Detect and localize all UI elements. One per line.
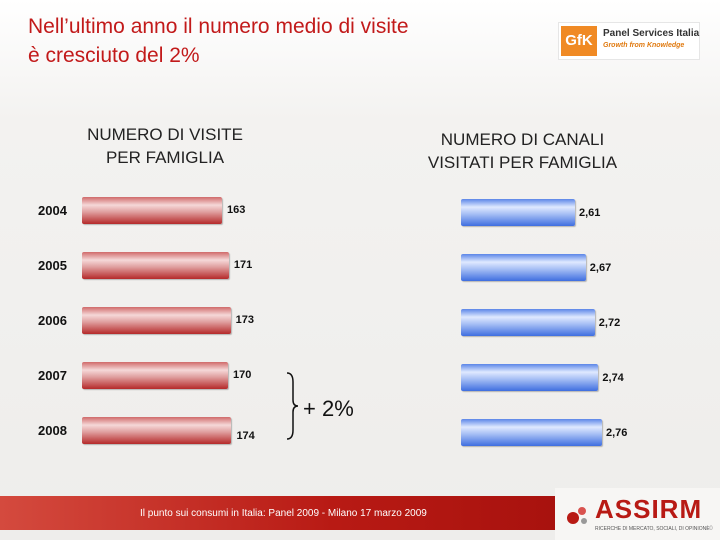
- page-number: 10: [706, 526, 713, 532]
- slide-title-line1: Nell’ultimo anno il numero medio di visi…: [28, 15, 409, 38]
- visits-chart-title: NUMERO DI VISITE PER FAMIGLIA: [50, 123, 280, 169]
- channels-bar-2007: [461, 364, 599, 391]
- assirm-mark-icon: [567, 507, 587, 524]
- channels-value-2006: 2,72: [598, 317, 621, 329]
- slide-title: Nell’ultimo anno il numero medio di visi…: [28, 12, 548, 70]
- visits-value-2004: 163: [227, 204, 246, 216]
- year-label-2008: 2008: [38, 423, 67, 438]
- channels-title-line2: VISITATI PER FAMIGLIA: [427, 153, 618, 172]
- channels-value-2005: 2,67: [589, 262, 612, 274]
- visits-bar-2007: [82, 362, 228, 389]
- visits-title-line1: NUMERO DI VISITE: [87, 125, 243, 144]
- visits-value-2005: 171: [233, 259, 253, 271]
- visits-bar-2005: [82, 252, 229, 279]
- channels-value-2007: 2,74: [602, 372, 624, 384]
- visits-value-2006: 173: [235, 314, 254, 326]
- channels-value-2008: 2,76: [606, 427, 628, 439]
- channels-value-2004: 2,61: [579, 207, 601, 219]
- year-label-2007: 2007: [38, 368, 67, 383]
- visits-title-line2: PER FAMIGLIA: [105, 148, 225, 167]
- channels-chart-title: NUMERO DI CANALI VISITATI PER FAMIGLIA: [395, 128, 650, 174]
- visits-bar-2008: [82, 417, 232, 444]
- assirm-wordmark: ASSIRM: [595, 494, 703, 524]
- gfk-logo-tagline: Growth from Knowledge: [603, 42, 685, 49]
- assirm-logo: ASSIRM RICERCHE DI MERCATO, SOCIALI, DI …: [555, 488, 720, 540]
- year-label-2004: 2004: [38, 203, 67, 218]
- bracket-icon: [286, 372, 298, 440]
- gfk-logo-mark: GfK: [561, 26, 597, 56]
- gfk-logo-name: Panel Services Italia: [603, 28, 700, 39]
- visits-value-2007: 170: [233, 369, 252, 381]
- channels-title-line1: NUMERO DI CANALI: [440, 130, 605, 149]
- visits-bar-2006: [82, 307, 231, 334]
- growth-annotation: + 2%: [303, 396, 354, 421]
- visits-bar-2004: [82, 197, 222, 224]
- channels-bar-2005: [461, 254, 586, 281]
- year-label-2005: 2005: [38, 258, 67, 273]
- visits-value-2008: 174: [236, 430, 255, 442]
- footer-text: Il punto sui consumi in Italia: Panel 20…: [140, 508, 427, 519]
- assirm-subtitle: RICERCHE DI MERCATO, SOCIALI, DI OPINION…: [595, 526, 710, 532]
- slide-title-line2: è cresciuto del 2%: [28, 44, 200, 67]
- year-label-2006: 2006: [38, 313, 67, 328]
- footer-bar: [0, 496, 555, 530]
- gfk-logo: GfK Panel Services Italia Growth from Kn…: [558, 22, 700, 60]
- channels-bar-2006: [461, 309, 595, 336]
- channels-bar-2008: [461, 419, 602, 446]
- channels-bar-2004: [461, 199, 575, 226]
